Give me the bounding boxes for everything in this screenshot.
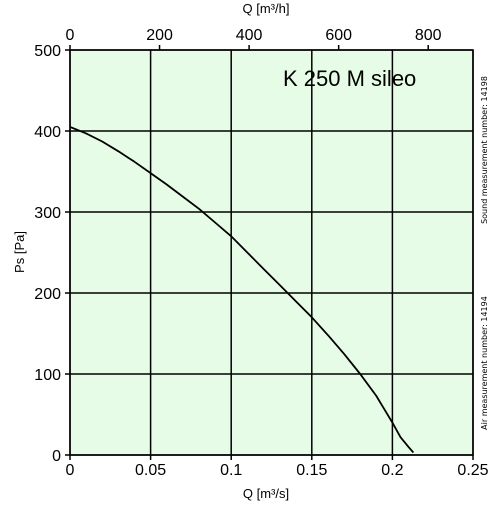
x-tick-label: 0.05 xyxy=(135,462,166,479)
y-tick-label: 200 xyxy=(34,286,61,303)
top-axis-label: Q [m³/h] xyxy=(243,1,290,16)
y-tick-label: 500 xyxy=(34,43,61,60)
x-axis-ticks: 0 0.05 0.1 0.15 0.2 0.25 xyxy=(66,455,489,479)
sound-measurement-note: Sound measurement number: 14198 xyxy=(480,76,489,224)
x-tick-label: 0.2 xyxy=(381,462,403,479)
y-tick-label: 300 xyxy=(34,205,61,222)
plot-border xyxy=(69,49,474,456)
top-tick-label: 800 xyxy=(415,27,442,44)
top-tick-label: 200 xyxy=(146,27,173,44)
top-tick-label: 600 xyxy=(325,27,352,44)
x-tick-label: 0.15 xyxy=(296,462,327,479)
x-tick-label: 0 xyxy=(66,462,75,479)
y-axis-ticks: 0 100 200 300 400 500 xyxy=(34,43,70,465)
fan-curve-line xyxy=(69,126,415,454)
plot-background xyxy=(70,50,473,455)
top-tick-label: 400 xyxy=(236,27,263,44)
y-axis-label: Ps [Pa] xyxy=(12,231,27,273)
chart-title: K 250 M sileo xyxy=(283,66,416,91)
x-axis-label: Q [m³/s] xyxy=(243,486,289,501)
top-tick-label: 0 xyxy=(66,27,75,44)
curve-layer xyxy=(69,126,415,454)
x-tick-label: 0.25 xyxy=(457,462,488,479)
y-tick-label: 0 xyxy=(52,448,61,465)
x-tick-label: 0.1 xyxy=(220,462,242,479)
y-tick-label: 100 xyxy=(34,367,61,384)
y-tick-label: 400 xyxy=(34,124,61,141)
air-measurement-note: Air measurement number: 14194 xyxy=(480,296,489,430)
top-axis-ticks: 0 200 400 600 800 xyxy=(66,27,442,50)
